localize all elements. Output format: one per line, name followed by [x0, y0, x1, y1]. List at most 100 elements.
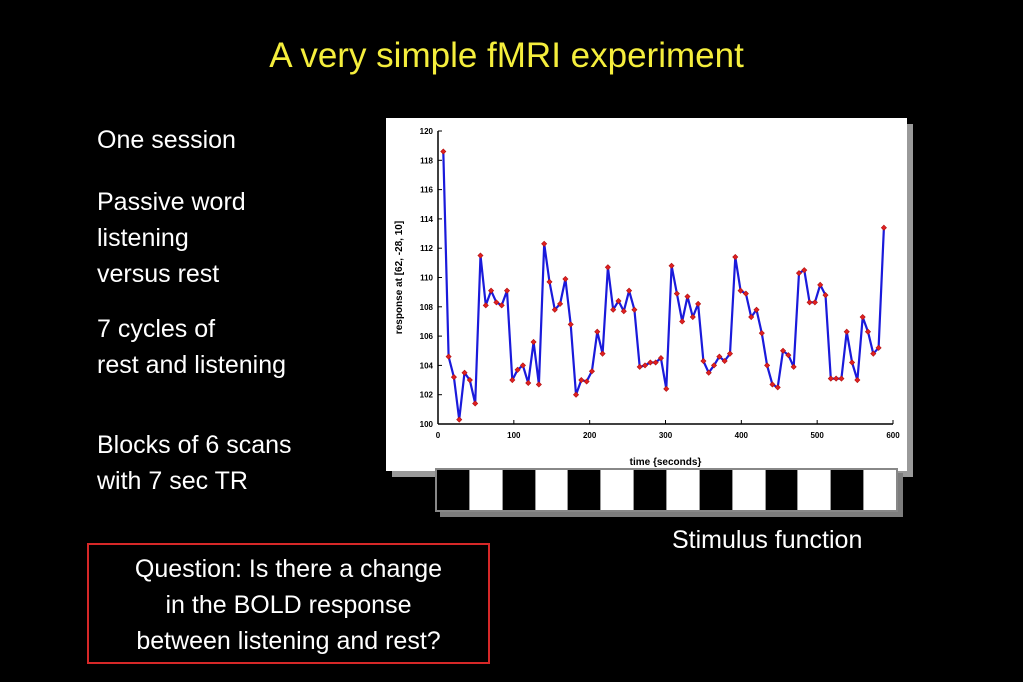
data-point	[838, 375, 845, 382]
y-tick-label: 108	[420, 303, 434, 312]
data-point	[689, 314, 696, 321]
bullet-line: Passive word	[97, 188, 246, 216]
stimulus-block-listen	[864, 470, 897, 510]
data-point	[498, 302, 505, 309]
data-point	[758, 330, 765, 337]
bullet-one-session: One session	[97, 122, 236, 158]
y-tick-label: 118	[420, 156, 433, 165]
data-point	[679, 318, 686, 325]
data-point	[461, 369, 468, 376]
slide-title: A very simple fMRI experiment	[269, 36, 744, 75]
data-point	[711, 362, 718, 369]
stimulus-block-listen	[798, 470, 832, 510]
stimulus-function-label: Stimulus function	[672, 526, 863, 554]
data-point	[440, 148, 447, 155]
data-point	[748, 314, 755, 321]
data-point	[652, 359, 659, 366]
y-tick-label: 102	[420, 391, 434, 400]
data-point	[626, 287, 633, 294]
data-point	[795, 270, 802, 277]
data-point	[562, 275, 569, 282]
data-point	[806, 299, 813, 306]
data-point	[588, 368, 595, 375]
data-point	[541, 240, 548, 247]
data-point	[663, 385, 670, 392]
chart-panel: 0 100 200 300 400 500 600 100 102 104 106 108 110 112…	[386, 118, 907, 471]
data-point	[472, 400, 479, 407]
x-tick-label: 200	[583, 431, 597, 440]
data-point	[657, 355, 664, 362]
stimulus-block-listen	[732, 470, 766, 510]
data-point	[525, 379, 532, 387]
bullet-cycles: 7 cycles of rest and listening	[97, 311, 286, 383]
data-point	[737, 287, 744, 294]
stimulus-block-rest	[502, 470, 536, 510]
y-tick-label: 114	[420, 215, 433, 224]
x-tick-label: 400	[735, 431, 749, 440]
data-point	[705, 369, 712, 376]
data-point	[732, 253, 739, 261]
data-point	[880, 224, 887, 231]
bullet-line: 7 cycles of	[97, 315, 216, 343]
data-point	[509, 377, 516, 384]
stimulus-block-rest	[437, 470, 470, 510]
bullet-line: with 7 sec TR	[97, 467, 248, 495]
series-line	[442, 151, 885, 421]
question-line: between listening and rest?	[136, 627, 441, 655]
data-point	[726, 350, 733, 357]
x-axis-label: time {seconds}	[630, 457, 702, 468]
data-point	[822, 292, 829, 299]
stimulus-block-rest	[699, 470, 733, 510]
data-point	[583, 378, 590, 385]
data-point	[764, 362, 771, 369]
stimulus-function-bar	[435, 468, 898, 512]
data-point	[721, 357, 728, 365]
stimulus-block-listen	[469, 470, 503, 510]
data-point	[450, 374, 457, 381]
y-tick-label: 100	[420, 420, 434, 429]
question-line: Question: Is there a change	[134, 555, 443, 583]
data-point	[466, 377, 473, 384]
data-point	[673, 290, 680, 297]
bullet-blocks: Blocks of 6 scans with 7 sec TR	[97, 427, 292, 499]
data-point	[668, 262, 675, 269]
y-tick-label: 116	[420, 186, 433, 195]
data-point	[620, 308, 627, 315]
bullet-line: One session	[97, 126, 236, 154]
bullet-line: versus rest	[97, 260, 220, 288]
data-point	[785, 352, 792, 359]
data-point	[551, 306, 558, 313]
data-point	[578, 377, 585, 384]
stimulus-block-rest	[634, 470, 668, 510]
bullet-line: Blocks of 6 scans	[97, 431, 292, 459]
data-point	[631, 306, 638, 313]
bullet-line: rest and listening	[97, 351, 287, 379]
data-point	[780, 347, 787, 354]
data-point	[864, 328, 871, 335]
data-point	[530, 338, 537, 345]
y-axis-label: response at [62, -28, 10]	[394, 221, 405, 334]
data-point	[482, 302, 489, 309]
data-point	[567, 321, 574, 328]
data-point	[488, 287, 495, 294]
data-point	[493, 299, 500, 306]
data-point	[769, 381, 776, 388]
data-point	[557, 300, 564, 307]
data-point	[647, 359, 654, 366]
data-point	[642, 362, 649, 369]
data-point	[610, 306, 617, 313]
data-point	[519, 362, 526, 369]
data-point	[801, 267, 808, 274]
data-point	[817, 281, 824, 288]
data-point	[615, 297, 622, 304]
x-tick-label: 300	[659, 431, 673, 440]
x-tick-label: 100	[507, 431, 521, 440]
data-point	[477, 252, 484, 259]
y-tick-label: 120	[420, 127, 434, 136]
stimulus-block-rest	[831, 470, 865, 510]
x-tick-label: 500	[810, 431, 824, 440]
data-point	[753, 306, 760, 313]
data-point	[774, 384, 781, 391]
x-tick-label: 0	[436, 431, 441, 440]
data-point	[875, 344, 882, 351]
